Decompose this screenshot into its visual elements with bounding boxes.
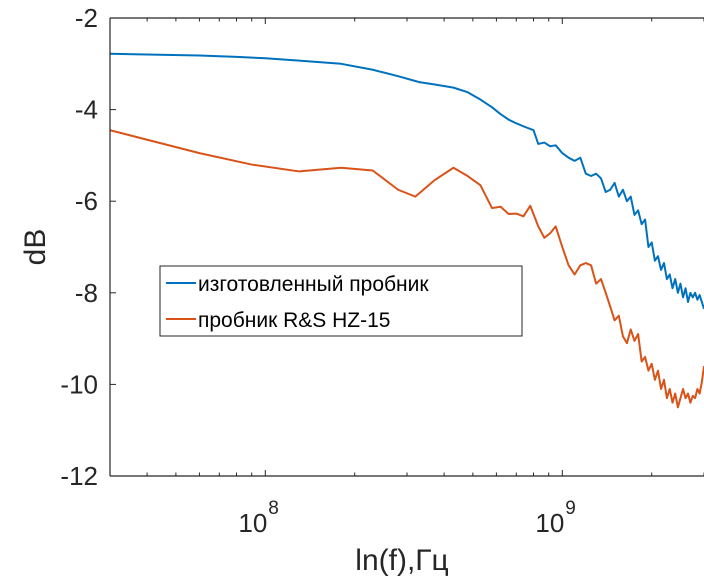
y-axis-title: dB — [19, 229, 52, 266]
x-tick-label: 10 8 — [238, 498, 279, 538]
x-tick-label-base: 10 — [535, 508, 564, 538]
series-line-1 — [110, 52, 704, 310]
y-tick-label: -12 — [60, 461, 98, 491]
x-axis-title: ln(f),Гц — [355, 544, 448, 577]
x-tick-label-base: 10 — [238, 508, 267, 538]
legend-label-series-1: изготовленный пробник — [198, 273, 429, 296]
y-tick-label: -10 — [60, 369, 98, 399]
legend-box — [159, 265, 523, 337]
x-tick-label-exponent: 9 — [565, 498, 576, 519]
series-line-2 — [110, 129, 704, 409]
y-tick-label: -2 — [75, 3, 98, 33]
y-tick-label: -6 — [75, 186, 98, 216]
plot-area — [110, 18, 704, 476]
legend: изготовленный пробник пробник R&S HZ-15 — [159, 265, 523, 337]
y-tick-label: -8 — [75, 278, 98, 308]
x-tick-label: 10 9 — [535, 498, 576, 538]
y-tick-label: -4 — [75, 95, 98, 125]
x-tick-label-exponent: 8 — [268, 498, 279, 519]
series-layer — [110, 52, 704, 409]
legend-label-series-2: пробник R&S HZ-15 — [198, 309, 390, 332]
